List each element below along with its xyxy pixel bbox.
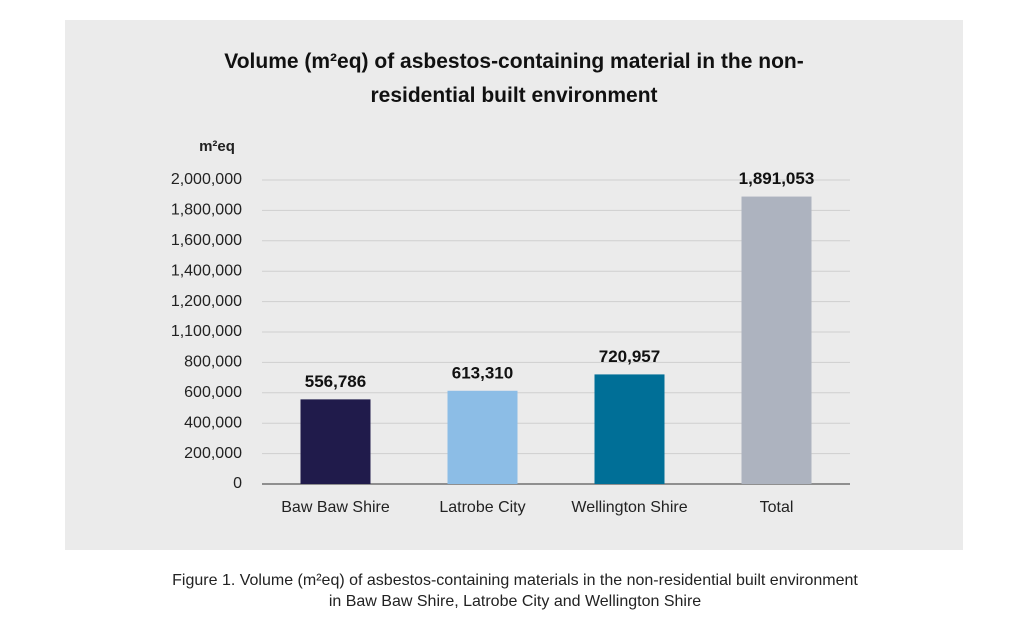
x-tick-label: Latrobe City <box>439 499 525 516</box>
y-tick-label: 200,000 <box>184 445 242 462</box>
y-tick-label: 1,800,000 <box>171 202 242 219</box>
bar <box>594 374 665 484</box>
chart-title: Volume (m²eq) of asbestos-containing mat… <box>224 50 804 107</box>
y-tick-label: 1,100,000 <box>171 323 242 340</box>
caption: Figure 1. Volume (m²eq) of asbestos-cont… <box>172 572 858 610</box>
y-axis-label: m²eq <box>199 138 235 155</box>
y-tick-label: 600,000 <box>184 384 242 401</box>
y-tick-label: 400,000 <box>184 414 242 431</box>
bar <box>447 390 518 484</box>
bar <box>300 399 371 484</box>
y-tick-label: 800,000 <box>184 354 242 371</box>
y-tick-label: 2,000,000 <box>171 171 242 188</box>
value-label: 613,310 <box>452 363 513 382</box>
x-tick-label: Total <box>760 499 794 516</box>
x-tick-label: Wellington Shire <box>571 499 687 516</box>
y-tick-label: 1,200,000 <box>171 293 242 310</box>
y-tick-label: 1,400,000 <box>171 262 242 279</box>
value-label: 1,891,053 <box>739 169 815 188</box>
value-label: 556,786 <box>305 372 366 391</box>
y-tick-label: 1,600,000 <box>171 232 242 249</box>
bar <box>741 196 812 484</box>
value-label: 720,957 <box>599 347 660 366</box>
x-tick-label: Baw Baw Shire <box>281 499 390 516</box>
y-tick-label: 0 <box>233 475 242 492</box>
